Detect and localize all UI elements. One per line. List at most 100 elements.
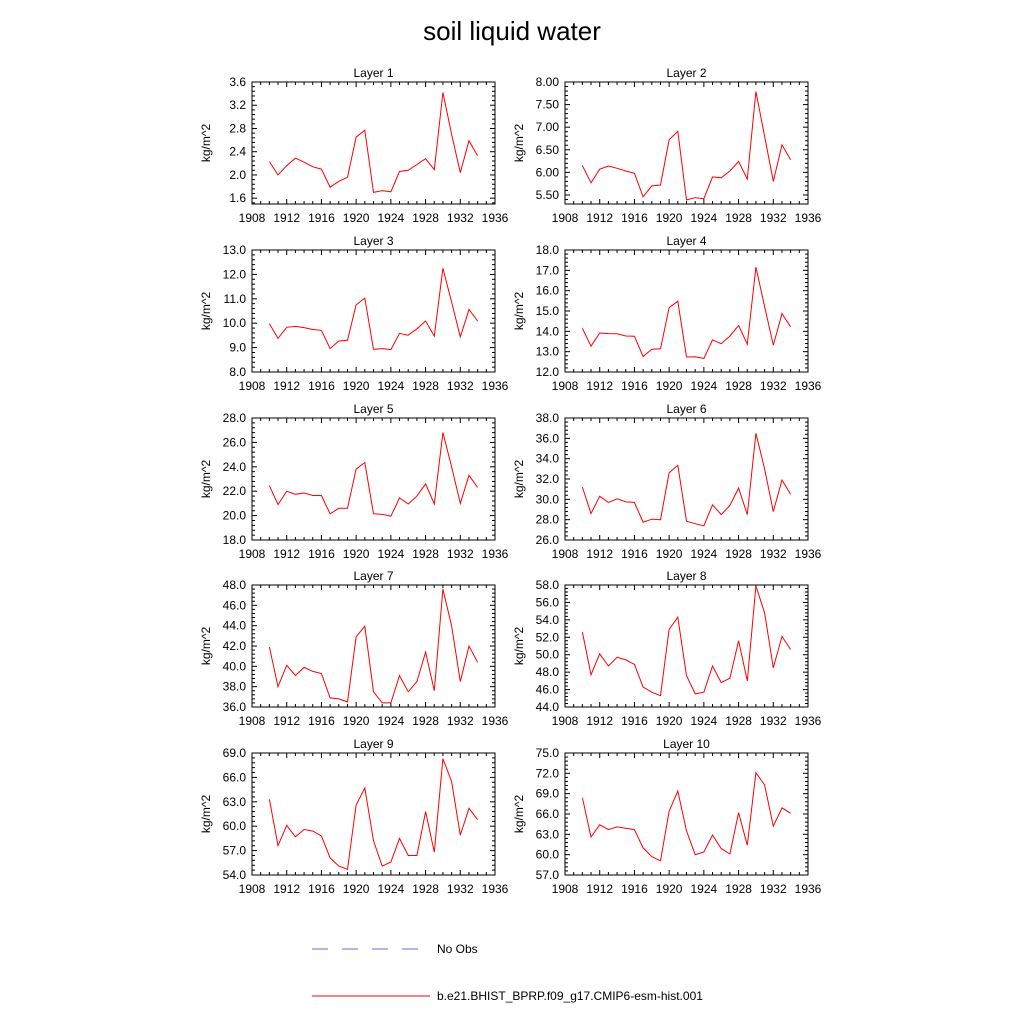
x-tick-label: 1924 bbox=[378, 882, 405, 896]
y-tick-label: 26.0 bbox=[223, 435, 247, 449]
x-tick-label: 1912 bbox=[273, 211, 300, 225]
y-axis-label: kg/m^2 bbox=[512, 460, 526, 499]
x-tick-label: 1916 bbox=[308, 547, 335, 561]
y-tick-label: 75.0 bbox=[536, 746, 560, 760]
series-line bbox=[268, 588, 479, 704]
x-tick-label: 1920 bbox=[343, 714, 370, 728]
y-tick-label: 72.0 bbox=[536, 766, 560, 780]
plot-frame bbox=[564, 752, 809, 876]
y-tick-label: 58.0 bbox=[536, 578, 560, 592]
x-tick-label: 1924 bbox=[691, 547, 718, 561]
x-tick-label: 1920 bbox=[343, 211, 370, 225]
plot-frame bbox=[564, 584, 809, 708]
x-tick-label: 1908 bbox=[239, 714, 266, 728]
x-tick-label: 1932 bbox=[447, 714, 474, 728]
x-tick-label: 1916 bbox=[621, 714, 648, 728]
series-line bbox=[268, 268, 479, 351]
y-tick-label: 7.50 bbox=[536, 98, 560, 112]
panel-title: Layer 6 bbox=[666, 402, 706, 416]
x-tick-label: 1924 bbox=[378, 211, 405, 225]
y-tick-label: 69.0 bbox=[223, 746, 247, 760]
y-tick-label: 48.0 bbox=[536, 665, 560, 679]
y-tick-label: 40.0 bbox=[223, 659, 247, 673]
series-line bbox=[581, 266, 792, 359]
y-tick-label: 18.0 bbox=[223, 533, 247, 547]
x-tick-label: 1928 bbox=[725, 714, 752, 728]
y-tick-label: 20.0 bbox=[223, 509, 247, 523]
plot-frame bbox=[251, 752, 496, 876]
y-tick-label: 1.6 bbox=[229, 191, 246, 205]
series-line bbox=[581, 91, 792, 201]
x-tick-label: 1924 bbox=[378, 714, 405, 728]
y-tick-label: 54.0 bbox=[223, 868, 247, 882]
x-tick-label: 1936 bbox=[482, 714, 509, 728]
x-tick-label: 1920 bbox=[656, 882, 683, 896]
x-tick-label: 1928 bbox=[725, 882, 752, 896]
x-tick-label: 1912 bbox=[273, 379, 300, 393]
y-tick-label: 14.0 bbox=[536, 324, 560, 338]
x-tick-label: 1908 bbox=[239, 379, 266, 393]
y-tick-label: 44.0 bbox=[536, 700, 560, 714]
x-tick-label: 1936 bbox=[795, 547, 822, 561]
x-tick-label: 1924 bbox=[378, 547, 405, 561]
x-tick-label: 1920 bbox=[343, 379, 370, 393]
y-tick-label: 12.0 bbox=[223, 267, 247, 281]
x-tick-label: 1916 bbox=[308, 882, 335, 896]
x-tick-label: 1932 bbox=[447, 379, 474, 393]
x-tick-label: 1932 bbox=[760, 714, 787, 728]
x-tick-label: 1912 bbox=[273, 882, 300, 896]
y-tick-label: 56.0 bbox=[536, 595, 560, 609]
y-tick-label: 48.0 bbox=[223, 578, 247, 592]
y-tick-label: 63.0 bbox=[223, 795, 247, 809]
x-tick-label: 1936 bbox=[795, 714, 822, 728]
x-tick-label: 1928 bbox=[725, 379, 752, 393]
chart-panel: Layer 6 kg/m^2 1908 1912 1916 1920 1924 1928 193… bbox=[512, 402, 822, 561]
y-tick-label: 12.0 bbox=[536, 365, 560, 379]
plot-frame bbox=[251, 249, 496, 373]
x-tick-label: 1920 bbox=[656, 547, 683, 561]
y-axis-label: kg/m^2 bbox=[199, 460, 213, 499]
x-tick-label: 1912 bbox=[586, 379, 613, 393]
plot-frame bbox=[251, 81, 496, 205]
x-tick-label: 1924 bbox=[691, 379, 718, 393]
y-tick-label: 42.0 bbox=[223, 639, 247, 653]
chart-panel: Layer 10 kg/m^2 1908 1912 1916 1920 1924 1928 19… bbox=[512, 737, 822, 896]
y-tick-label: 16.0 bbox=[536, 284, 560, 298]
y-tick-label: 60.0 bbox=[536, 848, 560, 862]
y-axis-label: kg/m^2 bbox=[512, 795, 526, 834]
y-tick-label: 7.00 bbox=[536, 120, 560, 134]
x-tick-label: 1920 bbox=[656, 714, 683, 728]
legend-label: No Obs bbox=[437, 942, 478, 956]
x-tick-label: 1928 bbox=[412, 379, 439, 393]
y-tick-label: 57.0 bbox=[223, 844, 247, 858]
x-tick-label: 1908 bbox=[552, 547, 579, 561]
panel-title: Layer 3 bbox=[353, 234, 393, 248]
x-tick-label: 1924 bbox=[691, 882, 718, 896]
y-axis-label: kg/m^2 bbox=[199, 124, 213, 163]
x-tick-label: 1936 bbox=[482, 882, 509, 896]
plot-frame bbox=[251, 417, 496, 541]
y-tick-label: 38.0 bbox=[536, 411, 560, 425]
x-tick-label: 1928 bbox=[725, 211, 752, 225]
chart-panel: Layer 5 kg/m^2 1908 1912 1916 1920 1924 1928 193… bbox=[199, 402, 509, 561]
chart-panel: Layer 3 kg/m^2 1908 1912 1916 1920 1924 1928 193… bbox=[199, 234, 509, 393]
y-tick-label: 44.0 bbox=[223, 619, 247, 633]
y-axis-label: kg/m^2 bbox=[199, 795, 213, 834]
y-axis-label: kg/m^2 bbox=[199, 292, 213, 331]
y-tick-label: 30.0 bbox=[536, 492, 560, 506]
y-tick-label: 9.0 bbox=[229, 341, 246, 355]
y-tick-label: 50.0 bbox=[536, 648, 560, 662]
panel-title: Layer 4 bbox=[666, 234, 706, 248]
y-tick-label: 36.0 bbox=[223, 700, 247, 714]
y-tick-label: 54.0 bbox=[536, 613, 560, 627]
x-tick-label: 1932 bbox=[447, 211, 474, 225]
x-tick-label: 1908 bbox=[552, 211, 579, 225]
x-tick-label: 1920 bbox=[343, 882, 370, 896]
y-tick-label: 24.0 bbox=[223, 460, 247, 474]
y-tick-label: 66.0 bbox=[536, 807, 560, 821]
x-tick-label: 1932 bbox=[760, 211, 787, 225]
x-tick-label: 1936 bbox=[482, 379, 509, 393]
x-tick-label: 1924 bbox=[691, 211, 718, 225]
x-tick-label: 1932 bbox=[760, 547, 787, 561]
